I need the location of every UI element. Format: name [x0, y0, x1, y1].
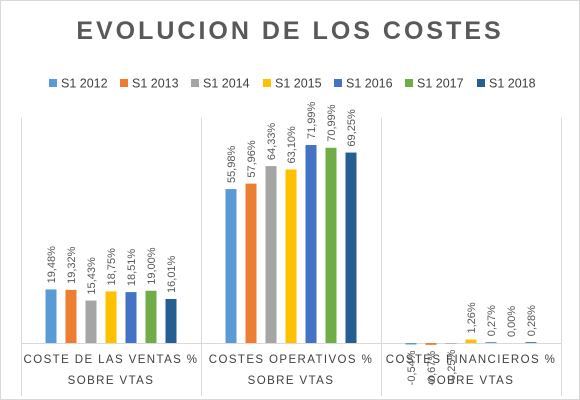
- category-label: COSTE DE LAS VENTAS % SOBRE VTAS: [24, 354, 199, 387]
- bar: [485, 342, 497, 343]
- bar: [425, 343, 437, 345]
- data-label: 19,48%: [46, 246, 58, 284]
- data-label: -0,54%: [406, 350, 418, 385]
- legend-swatch: [263, 79, 271, 87]
- data-label: 71,99%: [306, 102, 318, 140]
- legend-swatch: [191, 79, 199, 87]
- data-label: 0,28%: [526, 305, 538, 336]
- data-label: 55,98%: [226, 146, 238, 184]
- bar: [65, 289, 77, 343]
- legend-label: S1 2017: [417, 77, 464, 91]
- bar: [245, 183, 257, 343]
- data-label: -0,67%: [426, 351, 438, 386]
- bar: [85, 300, 97, 343]
- data-label: 57,96%: [246, 140, 258, 178]
- bar: [285, 169, 297, 343]
- legend-swatch: [477, 79, 485, 87]
- data-label: 18,75%: [106, 248, 118, 286]
- bar: [305, 145, 317, 343]
- bar: [145, 290, 157, 343]
- category-label: COSTES OPERATIVOS % SOBRE VTAS: [209, 354, 373, 387]
- legend-label: S1 2013: [132, 77, 179, 91]
- data-label: 18,51%: [126, 249, 138, 287]
- bar: [125, 292, 137, 343]
- bar: [45, 289, 57, 343]
- legend-swatch: [334, 79, 342, 87]
- bar: [225, 189, 237, 343]
- data-label: 16,01%: [166, 255, 178, 293]
- data-label: 69,25%: [346, 109, 358, 147]
- legend-label: S1 2012: [61, 77, 108, 91]
- legend-swatch: [405, 79, 413, 87]
- data-label: 19,32%: [66, 246, 78, 284]
- legend-label: S1 2018: [489, 77, 536, 91]
- bar: [105, 291, 117, 343]
- data-label: 64,33%: [266, 123, 278, 161]
- bar: [405, 343, 417, 345]
- data-label: -0,25%: [446, 349, 458, 384]
- bar: [525, 342, 537, 343]
- data-label: 19,00%: [146, 247, 158, 285]
- legend-label: S1 2016: [346, 77, 393, 91]
- bar: [345, 152, 357, 343]
- bar: [325, 147, 337, 343]
- bar: [465, 339, 477, 343]
- data-label: 70,99%: [326, 104, 338, 142]
- data-label: 1,26%: [466, 302, 478, 333]
- legend-swatch: [120, 79, 128, 87]
- data-label: 0,00%: [506, 306, 518, 337]
- category-label: COSTES FINANCIEROS % SOBRE VTAS: [386, 354, 557, 387]
- data-label: 63,10%: [286, 126, 298, 164]
- legend-swatch: [49, 79, 57, 87]
- chart-title: EVOLUCION DE LOS COSTES: [76, 17, 504, 45]
- legend-label: S1 2015: [275, 77, 322, 91]
- bar: [445, 343, 457, 344]
- bar: [165, 298, 177, 343]
- bar: [265, 166, 277, 343]
- data-label: 15,43%: [86, 257, 98, 295]
- legend-label: S1 2014: [203, 77, 250, 91]
- data-label: 0,27%: [486, 305, 498, 336]
